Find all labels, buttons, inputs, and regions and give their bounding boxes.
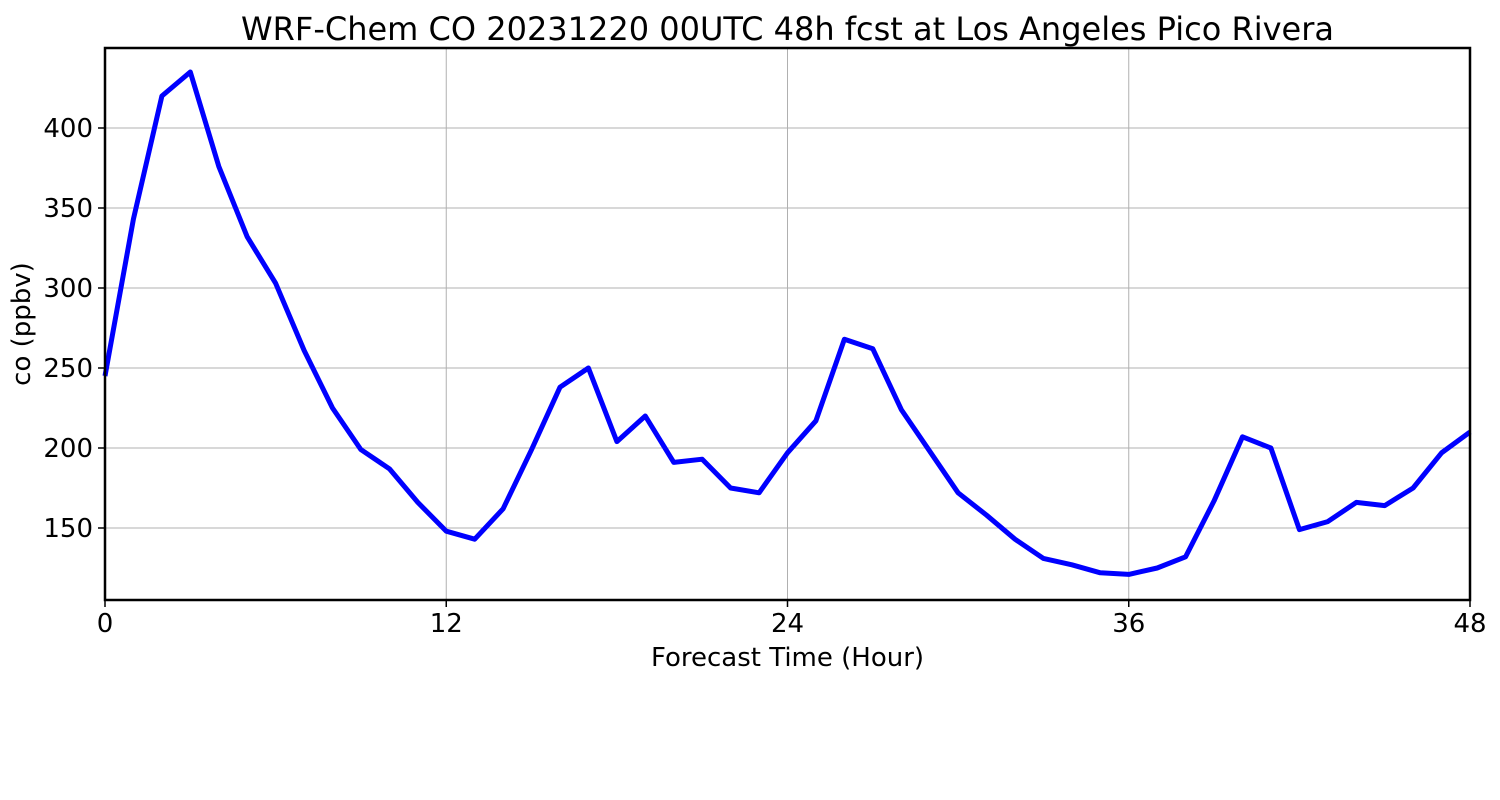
x-tick-label: 0 [97,609,114,639]
y-tick-label: 200 [43,434,93,464]
y-tick-label: 350 [43,194,93,224]
x-tick-label: 48 [1453,609,1486,639]
tick-group: 0 12 24 36 48 150 200 250 300 350 400 [43,114,1486,639]
x-axis-label: Forecast Time (Hour) [651,643,924,673]
y-tick-label: 300 [43,274,93,304]
x-tick-label: 12 [430,609,463,639]
y-tick-label: 150 [43,514,93,544]
series-group [102,69,1472,577]
y-tick-label: 250 [43,354,93,384]
series-line [102,69,1472,577]
y-tick-label: 400 [43,114,93,144]
x-tick-label: 36 [1112,609,1145,639]
y-axis-label: co (ppbv) [7,262,37,386]
x-tick-label: 24 [771,609,804,639]
chart-title: WRF-Chem CO 20231220 00UTC 48h fcst at L… [241,10,1334,48]
